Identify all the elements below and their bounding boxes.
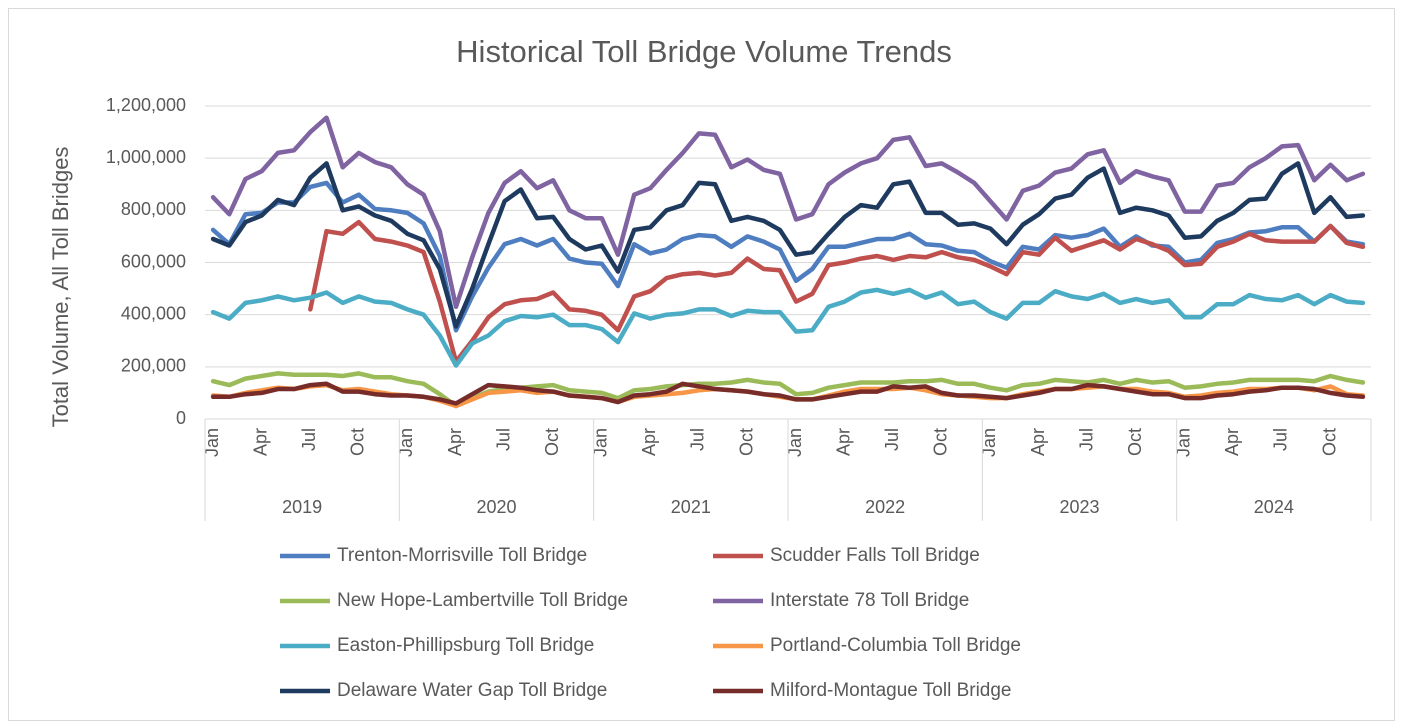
legend-label: Milford-Montague Toll Bridge <box>770 680 1012 701</box>
series-line <box>210 115 1366 310</box>
x-tick-label: Oct <box>348 428 368 456</box>
x-tick-label: Jul <box>1076 428 1096 451</box>
x-tick-label: Apr <box>445 428 465 456</box>
x-tick-label: Jan <box>785 428 805 457</box>
x-tick-label: Jul <box>882 428 902 451</box>
x-tick-label: Jul <box>299 428 319 451</box>
x-tick-label: Oct <box>736 428 756 456</box>
legend-label: Easton-Phillipsburg Toll Bridge <box>337 635 594 656</box>
y-tick-label: 400,000 <box>121 303 186 323</box>
year-label: 2020 <box>476 497 516 517</box>
year-label: 2024 <box>1254 497 1294 517</box>
y-tick-label: 1,000,000 <box>106 147 186 167</box>
year-label: 2023 <box>1059 497 1099 517</box>
year-label: 2022 <box>865 497 905 517</box>
x-tick-label: Jan <box>979 428 999 457</box>
x-tick-label: Apr <box>639 428 659 456</box>
x-tick-label: Apr <box>250 428 270 456</box>
x-tick-label: Oct <box>542 428 562 456</box>
y-tick-label: 200,000 <box>121 356 186 376</box>
year-label: 2021 <box>671 497 711 517</box>
y-tick-label: 0 <box>176 408 186 428</box>
chart-frame <box>8 8 1395 721</box>
x-tick-label: Jan <box>396 428 416 457</box>
series-line <box>210 381 1366 406</box>
x-tick-label: Jul <box>688 428 708 451</box>
x-tick-label: Apr <box>1222 428 1242 456</box>
series-line <box>210 180 1366 333</box>
legend-label: Delaware Water Gap Toll Bridge <box>337 680 607 701</box>
series-line <box>210 161 1366 329</box>
x-tick-label: Jul <box>493 428 513 451</box>
x-tick-label: Oct <box>1319 428 1339 456</box>
x-tick-label: Apr <box>1028 428 1048 456</box>
x-tick-label: Oct <box>931 428 951 456</box>
year-label: 2019 <box>282 497 322 517</box>
series-line <box>308 219 1366 364</box>
x-tick-label: Jan <box>591 428 611 457</box>
y-tick-label: 800,000 <box>121 199 186 219</box>
legend-label: Trenton-Morrisville Toll Bridge <box>337 545 587 566</box>
x-tick-label: Jan <box>202 428 222 457</box>
y-tick-label: 1,200,000 <box>106 95 186 115</box>
legend-label: Portland-Columbia Toll Bridge <box>770 635 1021 656</box>
legend-label: Scudder Falls Toll Bridge <box>770 545 980 566</box>
legend-label: Interstate 78 Toll Bridge <box>770 590 969 611</box>
y-tick-label: 600,000 <box>121 251 186 271</box>
legend-label: New Hope-Lambertville Toll Bridge <box>337 590 628 611</box>
x-tick-label: Jan <box>1174 428 1194 457</box>
series-line <box>210 287 1366 368</box>
chart-title: Historical Toll Bridge Volume Trends <box>456 34 952 69</box>
x-tick-label: Jul <box>1271 428 1291 451</box>
y-axis-label: Total Volume, All Toll Bridges <box>48 147 73 428</box>
x-tick-label: Oct <box>1125 428 1145 456</box>
x-tick-label: Apr <box>833 428 853 456</box>
series-line <box>210 371 1366 409</box>
